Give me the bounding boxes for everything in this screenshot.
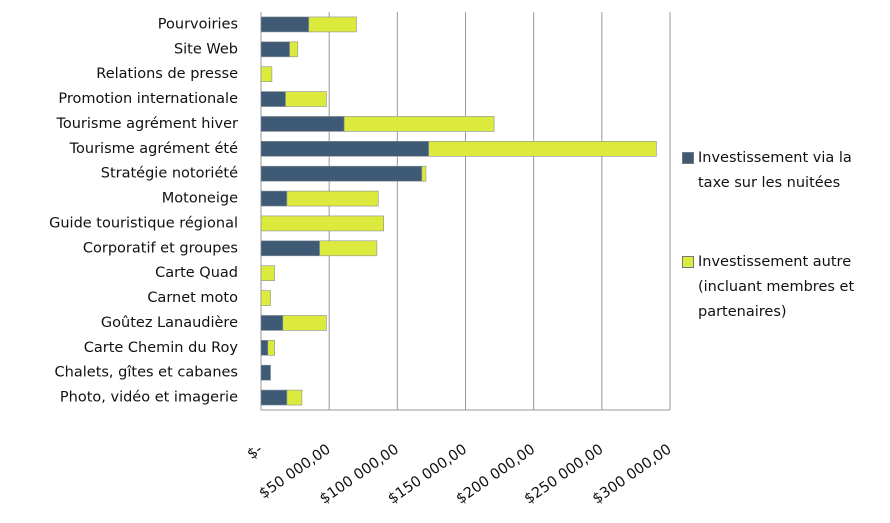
bar — [260, 141, 429, 157]
bar — [260, 16, 310, 33]
bar — [286, 190, 379, 207]
bar — [260, 41, 290, 58]
y-tick-label: Guide touristique régional — [49, 215, 238, 231]
bar — [343, 116, 495, 132]
bar — [285, 91, 327, 107]
bar — [260, 66, 273, 82]
bar — [260, 389, 288, 406]
y-tick-label: Goûtez Lanaudière — [101, 315, 238, 331]
y-tick-label: Site Web — [174, 41, 238, 57]
y-tick-label: Tourisme agrément hiver — [55, 116, 238, 132]
bar — [286, 389, 303, 406]
bar — [260, 340, 269, 356]
bar — [260, 265, 275, 281]
y-tick-label: Stratégie notoriété — [101, 166, 238, 182]
y-tick-label: Motoneige — [162, 191, 238, 207]
bar — [260, 315, 284, 331]
y-tick-label: Relations de presse — [96, 66, 238, 82]
y-tick-label: Carte Quad — [155, 265, 238, 281]
y-tick-label: Photo, vidéo et imagerie — [60, 390, 238, 406]
y-tick-label: Carte Chemin du Roy — [84, 340, 239, 356]
y-tick-label: Corporatif et groupes — [83, 240, 238, 256]
bar — [308, 16, 357, 33]
bar — [260, 290, 271, 306]
bar — [260, 116, 345, 132]
y-tick-label: Carnet moto — [147, 290, 238, 306]
bar — [260, 190, 288, 207]
bar — [260, 240, 320, 257]
bar — [282, 315, 327, 331]
y-tick-label: Pourvoiries — [158, 16, 238, 32]
bar — [289, 41, 299, 58]
y-tick-label: Tourisme agrément été — [69, 141, 238, 157]
legend-item: Investissement autre (incluant membres e… — [682, 250, 887, 325]
legend-swatch — [682, 256, 694, 268]
legend-label: Investissement via la taxe sur les nuité… — [698, 150, 852, 191]
y-tick-label: Chalets, gîtes et cabanes — [55, 365, 238, 381]
y-tick-label: Promotion internationale — [58, 91, 238, 107]
x-tick-label: $- — [245, 441, 266, 462]
bar — [260, 165, 423, 182]
bar — [260, 215, 384, 232]
bar — [267, 340, 275, 356]
bar — [421, 165, 427, 182]
bar — [260, 91, 286, 107]
legend-label: Investissement autre (incluant membres e… — [698, 254, 855, 320]
bar — [260, 364, 271, 381]
bar — [428, 141, 657, 157]
legend-item: Investissement via la taxe sur les nuité… — [682, 146, 887, 196]
bar — [319, 240, 378, 257]
legend-swatch — [682, 152, 694, 164]
